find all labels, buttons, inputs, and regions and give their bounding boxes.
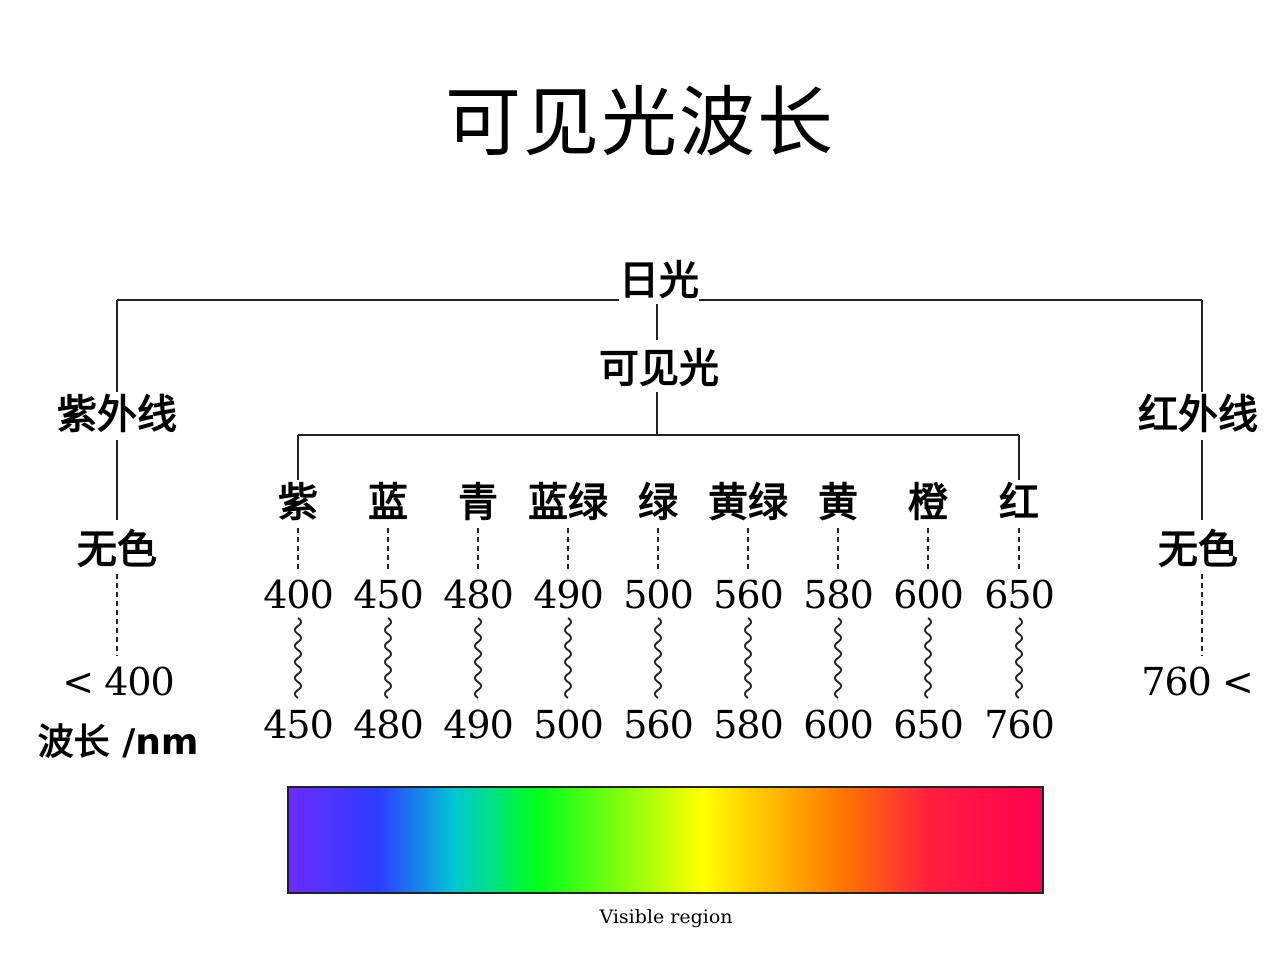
color-name-1: 蓝 — [368, 480, 408, 526]
ir-color-label: 无色 — [1158, 527, 1238, 573]
visible-light-label: 可见光 — [599, 346, 719, 392]
wavelength-to-2: 490 — [443, 703, 514, 747]
wavelength-from-8: 650 — [984, 573, 1055, 617]
color-name-8: 红 — [999, 480, 1039, 526]
color-wave-line-8 — [1015, 617, 1023, 699]
visible-spectrum-bar — [287, 786, 1044, 894]
color-wave-line-1 — [384, 617, 392, 699]
wavelength-to-1: 480 — [353, 703, 424, 747]
ir-range-label: 760 < — [1141, 660, 1253, 704]
color-wave-line-4 — [654, 617, 662, 699]
root-label: 日光 — [619, 258, 699, 304]
color-name-4: 绿 — [638, 480, 678, 526]
wavelength-to-3: 500 — [533, 703, 604, 747]
wavelength-from-1: 450 — [353, 573, 424, 617]
wavelength-from-2: 480 — [443, 573, 514, 617]
wavelength-from-3: 490 — [533, 573, 604, 617]
wavelength-to-6: 600 — [803, 703, 874, 747]
color-name-2: 青 — [458, 480, 498, 526]
wavelength-from-7: 600 — [893, 573, 964, 617]
wavelength-to-7: 650 — [893, 703, 964, 747]
wavelength-from-4: 500 — [623, 573, 694, 617]
color-wave-line-7 — [924, 617, 932, 699]
wavelength-from-6: 580 — [803, 573, 874, 617]
uv-label: 紫外线 — [57, 392, 177, 438]
page-title: 可见光波长 — [445, 78, 835, 167]
color-wave-line-2 — [474, 617, 482, 699]
wavelength-from-5: 560 — [713, 573, 784, 617]
color-name-7: 橙 — [908, 480, 948, 526]
uv-range-label: < 400 — [62, 660, 174, 704]
wavelength-to-4: 560 — [623, 703, 694, 747]
wavelength-to-0: 450 — [263, 703, 334, 747]
color-wave-line-6 — [834, 617, 842, 699]
wavelength-to-8: 760 — [984, 703, 1055, 747]
color-wave-line-0 — [294, 617, 302, 699]
color-name-3: 蓝绿 — [528, 480, 608, 526]
color-name-5: 黄绿 — [708, 480, 788, 526]
uv-color-label: 无色 — [77, 527, 157, 573]
color-wave-line-5 — [744, 617, 752, 699]
spectrum-caption: Visible region — [599, 906, 733, 928]
wavelength-to-5: 580 — [713, 703, 784, 747]
color-name-0: 紫 — [278, 480, 318, 526]
color-wave-line-3 — [564, 617, 572, 699]
ir-label: 红外线 — [1138, 392, 1258, 438]
color-name-6: 黄 — [818, 480, 858, 526]
wavelength-axis-label: 波长 /nm — [37, 722, 199, 764]
wavelength-from-0: 400 — [263, 573, 334, 617]
